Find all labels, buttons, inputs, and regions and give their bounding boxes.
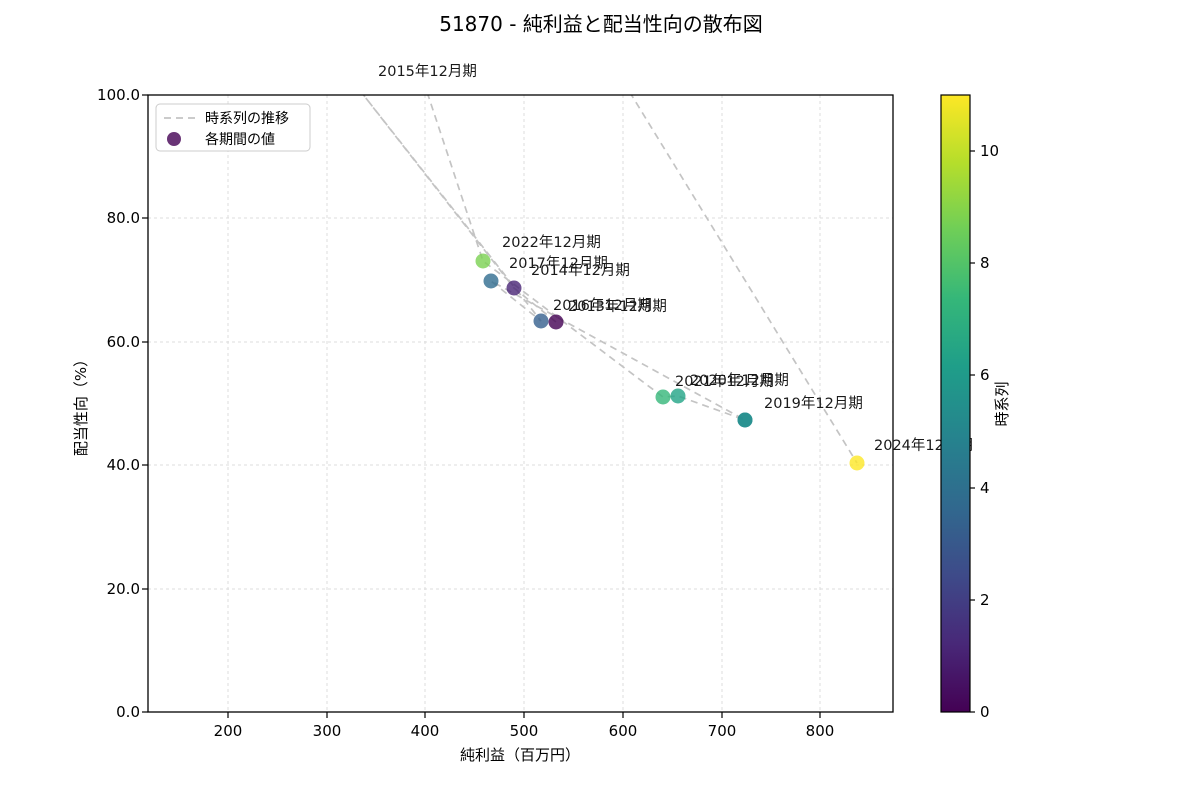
colorbar-gradient xyxy=(941,95,970,712)
xtick-label-700: 700 xyxy=(708,722,737,740)
cbtick-label-4: 4 xyxy=(980,479,990,497)
data-point-2022 xyxy=(475,253,491,269)
series-line-group xyxy=(362,95,858,464)
legend-box xyxy=(155,103,311,152)
data-point-2020 xyxy=(670,388,686,404)
xtick-label-300: 300 xyxy=(313,722,342,740)
y-axis-label: 配当性向（%） xyxy=(72,352,90,456)
data-point-2024 xyxy=(849,455,865,471)
data-point-2014 xyxy=(506,280,522,296)
cbtick-label-10: 10 xyxy=(980,142,999,160)
cbtick-label-8: 8 xyxy=(980,254,990,272)
cbtick-label-0: 0 xyxy=(980,703,990,721)
colorbar-border xyxy=(940,94,971,713)
axis-tick-marks xyxy=(142,94,821,718)
ytick-label-60: 60.0 xyxy=(107,333,140,351)
data-point-2021 xyxy=(655,389,671,405)
annotation-2019: 2019年12月期 xyxy=(764,395,863,412)
time-series-line xyxy=(362,95,858,464)
annotation-2020: 2020年12月期 xyxy=(690,372,789,389)
scatter-points xyxy=(355,95,865,471)
ytick-label-80: 80.0 xyxy=(107,209,140,227)
x-tick-labels: 200 300 400 500 600 700 800 xyxy=(214,722,835,740)
y-tick-labels: 0.0 20.0 40.0 60.0 80.0 100.0 xyxy=(97,86,140,721)
xtick-label-500: 500 xyxy=(510,722,539,740)
ytick-label-0: 0.0 xyxy=(116,703,140,721)
annotation-2014: 2014年12月期 xyxy=(531,262,630,279)
data-point-2013 xyxy=(548,314,564,330)
colorbar-label: 時系列 xyxy=(993,381,1011,426)
xtick-label-600: 600 xyxy=(609,722,638,740)
plot-border xyxy=(147,94,894,713)
annotation-2017: 2017年12月期 xyxy=(509,255,608,272)
legend-line-label: 時系列の推移 xyxy=(205,111,289,127)
annotation-2015: 2015年12月期 xyxy=(378,63,477,80)
chart-title: 51870 - 純利益と配当性向の散布図 xyxy=(439,12,763,36)
xtick-label-200: 200 xyxy=(214,722,243,740)
colorbar: 0 2 4 6 8 10 時系列 xyxy=(940,94,1011,721)
ytick-label-40: 40.0 xyxy=(107,456,140,474)
data-point-2017 xyxy=(483,273,499,289)
legend: 時系列の推移 各期間の値 xyxy=(155,103,311,152)
annotation-2021: 2021年12月期 xyxy=(675,373,774,390)
data-point-2015 xyxy=(355,95,361,96)
data-point-2019 xyxy=(737,412,753,428)
legend-marker-label: 各期間の値 xyxy=(205,132,275,148)
cbtick-label-2: 2 xyxy=(980,591,990,609)
xtick-label-800: 800 xyxy=(806,722,835,740)
x-axis-label: 純利益（百万円） xyxy=(460,746,580,764)
cbtick-label-6: 6 xyxy=(980,366,990,384)
annotation-2016: 2016年12月期 xyxy=(553,297,652,314)
data-point-2016 xyxy=(533,313,549,329)
annotation-2013: 2013年12月期 xyxy=(568,298,667,315)
ytick-label-20: 20.0 xyxy=(107,580,140,598)
annotation-2022: 2022年12月期 xyxy=(502,234,601,251)
ytick-label-100: 100.0 xyxy=(97,86,140,104)
xtick-label-400: 400 xyxy=(411,722,440,740)
legend-marker-sample xyxy=(167,132,181,146)
point-annotations: 2015年12月期 2022年12月期 2017年12月期 2014年12月期 … xyxy=(378,63,973,454)
